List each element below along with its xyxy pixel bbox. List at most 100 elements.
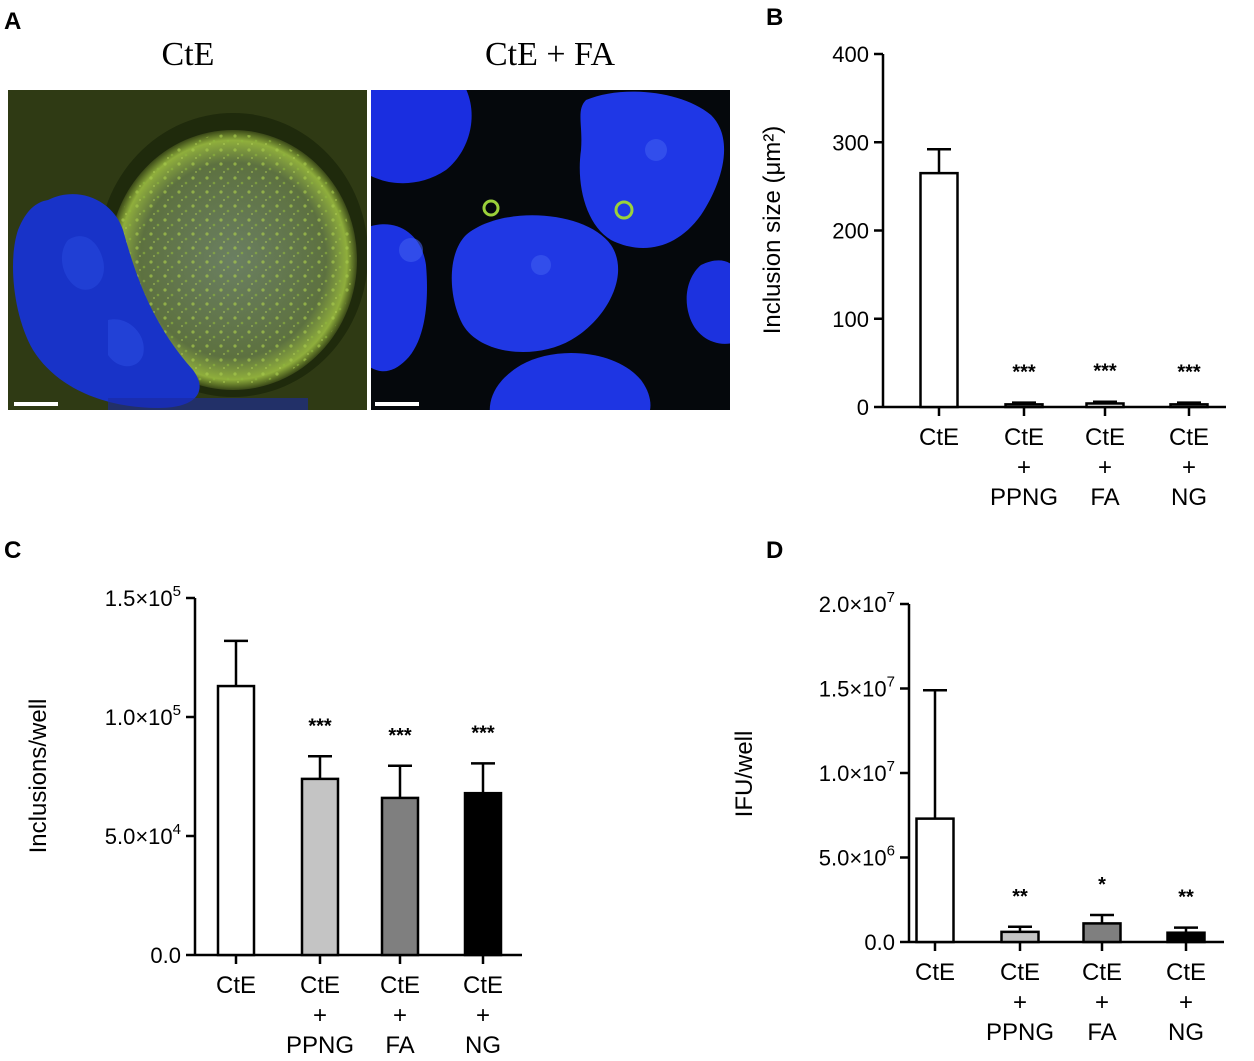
x-tick-label: CtE [216, 972, 256, 999]
y-tick-label-exponent: 5 [173, 583, 181, 600]
x-tick-label: CtE [380, 972, 420, 999]
x-tick-label: PPNG [986, 1019, 1054, 1046]
y-tick-label: 0.0 [150, 943, 181, 968]
x-tick-label: NG [465, 1032, 501, 1059]
significance-marker: ** [1178, 887, 1194, 909]
y-tick-label-mantissa: 1.5×10 [105, 586, 173, 611]
bar [919, 171, 959, 409]
y-tick-label: 1.5×105 [105, 583, 181, 611]
y-tick-label-exponent: 6 [887, 843, 895, 860]
x-tick-label: NG [1168, 1019, 1204, 1046]
x-tick-label: + [1017, 454, 1031, 481]
x-tick-label: CtE [1085, 424, 1125, 451]
y-tick-label: 1.5×107 [819, 674, 895, 702]
x-tick-label: FA [1090, 484, 1119, 511]
x-tick-label: + [1095, 989, 1109, 1016]
y-axis-label: Inclusion size (μm²) [759, 126, 786, 335]
bar [463, 791, 503, 957]
y-tick-label-exponent: 7 [887, 674, 895, 691]
y-tick-label-mantissa: 0.0 [864, 930, 895, 955]
scale-bar [375, 402, 419, 406]
x-tick-label: CtE [1000, 959, 1040, 986]
y-tick-label: 100 [832, 307, 869, 332]
y-tick-label-mantissa: 1.5×10 [819, 677, 887, 702]
x-tick-label: PPNG [990, 484, 1058, 511]
significance-marker: *** [308, 715, 332, 737]
x-tick-label: + [1098, 454, 1112, 481]
significance-marker: *** [1012, 362, 1036, 384]
x-tick-label: CtE [919, 424, 959, 451]
micrograph-title-cte-fa: CtE + FA [484, 36, 615, 73]
y-tick-label-mantissa: 1.0×10 [819, 761, 887, 786]
x-tick-label: FA [1087, 1019, 1116, 1046]
panel-letter-d: D [766, 537, 784, 564]
bar [1085, 402, 1125, 409]
micrograph-title-cte: CtE [161, 36, 215, 73]
micrograph-cte-image [13, 113, 367, 410]
bar [1004, 403, 1044, 409]
x-tick-label: + [393, 1002, 407, 1029]
significance-marker: *** [388, 725, 412, 747]
y-axis-label: IFU/well [731, 731, 758, 818]
x-tick-label: FA [385, 1032, 414, 1059]
y-tick-label-exponent: 7 [887, 589, 895, 606]
chart-d: 0.05.0×1061.0×1071.5×1072.0×107IFU/wellC… [731, 589, 1224, 1046]
y-tick-label: 2.0×107 [819, 589, 895, 617]
panel-letter-c: C [4, 537, 22, 564]
significance-marker: *** [1177, 362, 1201, 384]
y-tick-label-mantissa: 5.0×10 [819, 846, 887, 871]
y-tick-label: 0 [857, 395, 869, 420]
significance-marker: * [1098, 874, 1106, 896]
x-tick-label: CtE [1169, 424, 1209, 451]
significance-marker: *** [1093, 361, 1117, 383]
bar [380, 796, 420, 957]
x-tick-label: + [476, 1002, 490, 1029]
x-tick-label: CtE [463, 972, 503, 999]
y-tick-label-exponent: 7 [887, 758, 895, 775]
chart-b: 0 100 200 300 400 Inclusion size (μm²) CtE *** C… [759, 42, 1226, 511]
y-tick-label: 0.0 [864, 930, 895, 955]
x-tick-label: PPNG [286, 1032, 354, 1059]
y-tick-label-mantissa: 0.0 [150, 943, 181, 968]
x-tick-label: + [1013, 989, 1027, 1016]
x-tick-label: CtE [300, 972, 340, 999]
x-tick-label: CtE [1004, 424, 1044, 451]
y-tick-label: 5.0×104 [105, 821, 181, 849]
y-tick-label: 200 [832, 219, 869, 244]
bar [1169, 403, 1209, 409]
significance-marker: ** [1012, 886, 1028, 908]
y-tick-label: 1.0×105 [105, 702, 181, 730]
significance-marker: *** [471, 722, 495, 744]
y-tick-label: 300 [832, 130, 869, 155]
y-tick-label: 400 [832, 42, 869, 67]
y-tick-label-exponent: 4 [173, 821, 181, 838]
y-tick-label-mantissa: 2.0×10 [819, 592, 887, 617]
y-tick-label-mantissa: 1.0×10 [105, 705, 173, 730]
x-tick-label: CtE [1166, 959, 1206, 986]
y-axis-label: Inclusions/well [25, 699, 52, 854]
panel-letter-a: A [4, 8, 22, 35]
micrograph-cte [8, 90, 367, 410]
x-tick-label: + [313, 1002, 327, 1029]
bar [1082, 922, 1122, 944]
x-tick-label: CtE [915, 959, 955, 986]
chart-c: 0.05.0×1041.0×1051.5×105Inclusions/wellC… [25, 583, 522, 1059]
micrograph-cte-fa [371, 90, 730, 410]
x-tick-label: NG [1171, 484, 1207, 511]
x-tick-label: + [1179, 989, 1193, 1016]
micrograph-cte-fa-image [371, 90, 730, 410]
y-tick-label-mantissa: 5.0×10 [105, 824, 173, 849]
bar [300, 777, 340, 957]
scale-bar [14, 402, 58, 406]
bar [1000, 930, 1040, 944]
bar [915, 817, 955, 944]
panel-letter-b: B [766, 4, 784, 31]
x-tick-label: + [1182, 454, 1196, 481]
bar [216, 684, 256, 957]
y-tick-label: 1.0×107 [819, 758, 895, 786]
bar [1166, 931, 1206, 944]
x-tick-label: CtE [1082, 959, 1122, 986]
y-tick-label-exponent: 5 [173, 702, 181, 719]
y-tick-label: 5.0×106 [819, 843, 895, 871]
